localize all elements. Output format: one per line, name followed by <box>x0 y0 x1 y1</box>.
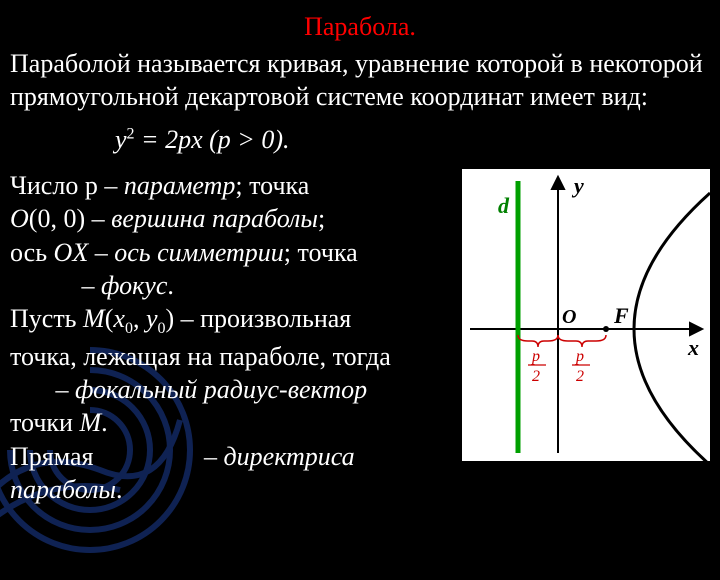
svg-text:O: O <box>562 306 576 328</box>
svg-text:F: F <box>613 303 629 328</box>
svg-text:p: p <box>531 348 540 365</box>
svg-text:2: 2 <box>576 368 584 385</box>
slide-title: Парабола. <box>10 12 710 42</box>
body-text: Число p – параметр; точка O(0, 0) – верш… <box>10 169 450 506</box>
parabola-graph: y x O F d p 2 p 2 <box>462 169 710 461</box>
intro-paragraph: Параболой называется кривая, уравнение к… <box>10 48 710 113</box>
slide-content: Парабола. Параболой называется кривая, у… <box>0 0 720 516</box>
svg-text:2: 2 <box>532 368 540 385</box>
svg-text:p: p <box>575 348 584 365</box>
main-row: Число p – параметр; точка O(0, 0) – верш… <box>10 169 710 506</box>
graph-column: y x O F d p 2 p 2 <box>462 169 710 506</box>
parabola-equation: y2 = 2px (p > 0). <box>115 125 710 155</box>
svg-text:d: d <box>498 193 510 218</box>
svg-text:x: x <box>687 335 699 360</box>
svg-text:y: y <box>571 173 584 198</box>
focus-point <box>603 326 609 332</box>
